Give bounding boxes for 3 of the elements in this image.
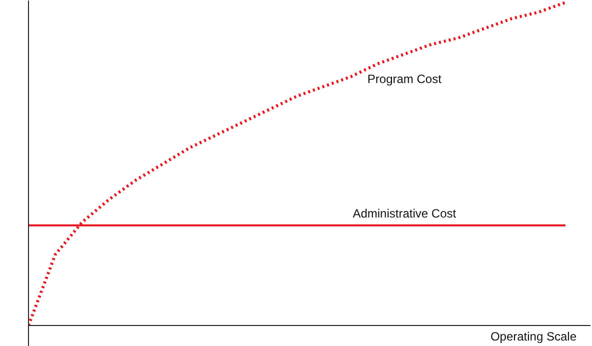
series-label: Program Cost <box>367 72 442 86</box>
series-label: Administrative Cost <box>352 206 457 220</box>
x-axis-title: Operating Scale <box>490 330 577 344</box>
